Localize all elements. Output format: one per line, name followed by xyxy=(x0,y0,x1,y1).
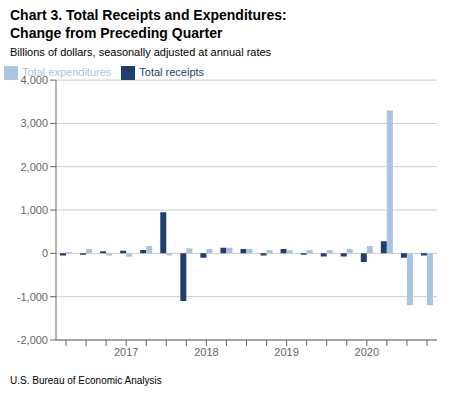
svg-text:2020: 2020 xyxy=(355,346,379,358)
svg-text:2018: 2018 xyxy=(194,346,218,358)
svg-text:3,000: 3,000 xyxy=(20,117,48,129)
svg-text:2,000: 2,000 xyxy=(20,161,48,173)
svg-text:4,000: 4,000 xyxy=(20,74,48,86)
svg-text:0: 0 xyxy=(42,247,48,259)
svg-text:2019: 2019 xyxy=(274,346,298,358)
svg-text:1,000: 1,000 xyxy=(20,204,48,216)
svg-text:-1,000: -1,000 xyxy=(17,291,48,303)
svg-text:-2,000: -2,000 xyxy=(17,334,48,346)
svg-text:2017: 2017 xyxy=(114,346,138,358)
